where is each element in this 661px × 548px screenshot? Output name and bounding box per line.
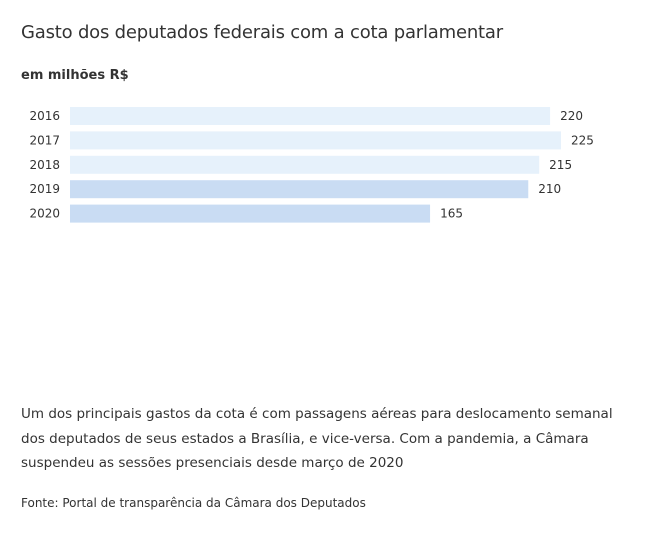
category-label: 2019: [29, 182, 60, 196]
chart-subtitle: em milhões R$: [21, 68, 129, 83]
bar: [70, 155, 540, 174]
value-label: 220: [560, 109, 583, 123]
value-label: 215: [549, 158, 572, 172]
bar: [70, 204, 431, 223]
bar: [70, 131, 561, 150]
category-label: 2016: [29, 109, 60, 123]
bar: [70, 180, 529, 199]
bar: [70, 107, 551, 125]
category-label: 2020: [29, 207, 60, 221]
value-label: 225: [571, 133, 594, 147]
chart-source: Fonte: Portal de transparência da Câmara…: [21, 496, 366, 510]
category-label: 2017: [29, 133, 60, 147]
category-label: 2018: [29, 158, 60, 172]
chart-title: Gasto dos deputados federais com a cota …: [21, 22, 503, 43]
value-label: 210: [538, 182, 561, 196]
chart-caption: Um dos principais gastos da cota é com p…: [21, 406, 613, 471]
bar-chart: 2016 220 2017 225 2018 215 2019 210 2020 165: [29, 107, 594, 223]
value-label: 165: [440, 207, 463, 221]
